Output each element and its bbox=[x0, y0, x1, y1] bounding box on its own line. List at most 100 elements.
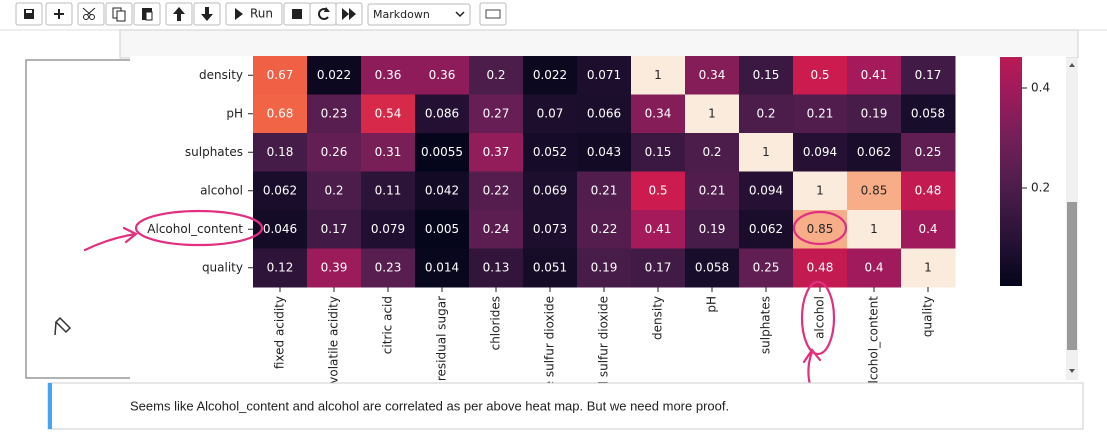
cell-label: 1 bbox=[870, 222, 878, 236]
cell-label: 0.36 bbox=[429, 68, 456, 82]
heatmap-cell bbox=[793, 133, 848, 172]
heatmap-cell bbox=[469, 171, 524, 211]
heatmap-cell bbox=[307, 171, 362, 211]
cell-label: 0.014 bbox=[425, 260, 459, 274]
heatmap-cell bbox=[793, 248, 848, 288]
heatmap-cell bbox=[739, 56, 794, 95]
cell-label: 0.85 bbox=[861, 183, 888, 197]
cell-label: 0.24 bbox=[483, 222, 510, 236]
cell-label: 0.54 bbox=[375, 106, 402, 120]
heatmap-cell bbox=[253, 94, 308, 134]
cell-label: 0.043 bbox=[587, 145, 621, 159]
insert-cell-button[interactable] bbox=[45, 2, 73, 26]
cell-label: 0.15 bbox=[645, 145, 672, 159]
cell-label: 0.079 bbox=[371, 222, 405, 236]
code-cell[interactable] bbox=[119, 29, 1079, 59]
heatmap-cell bbox=[685, 56, 740, 95]
cell-type-select[interactable]: Markdown bbox=[367, 3, 471, 26]
keyboard-button[interactable] bbox=[479, 2, 507, 26]
heatmap-cell bbox=[739, 133, 794, 172]
heatmap-cell bbox=[361, 210, 416, 249]
heatmap-cell bbox=[739, 94, 794, 134]
run-all-button[interactable] bbox=[335, 2, 363, 26]
heatmap-cell bbox=[415, 133, 470, 172]
heatmap-cell bbox=[253, 171, 308, 211]
cell-label: 0.2 bbox=[486, 68, 505, 82]
heatmap-cell bbox=[469, 248, 524, 288]
cell-label: 0.19 bbox=[591, 260, 618, 274]
cell-label: 1 bbox=[708, 106, 716, 120]
heatmap-cell bbox=[523, 210, 578, 249]
heatmap-cell bbox=[307, 210, 362, 249]
heatmap-cell bbox=[847, 210, 902, 249]
heatmap-cell bbox=[307, 56, 362, 95]
column-label: chlorides bbox=[489, 296, 503, 350]
heatmap-cell bbox=[793, 56, 848, 95]
heatmap-cell bbox=[901, 56, 956, 95]
heatmap-cell bbox=[847, 248, 902, 288]
heatmap-cell bbox=[685, 171, 740, 211]
heatmap-cell bbox=[253, 56, 308, 95]
cut-button[interactable] bbox=[77, 2, 105, 26]
paste-button[interactable] bbox=[133, 2, 161, 26]
cell-label: 0.36 bbox=[375, 68, 402, 82]
markdown-cell[interactable] bbox=[47, 382, 1084, 430]
cell-label: 1 bbox=[816, 183, 824, 197]
heatmap-cell bbox=[253, 133, 308, 172]
cell-label: 0.4 bbox=[918, 222, 937, 236]
heatmap-cell bbox=[415, 94, 470, 134]
heatmap-cell bbox=[577, 171, 632, 211]
column-label: volatile acidity bbox=[327, 296, 341, 384]
heatmap-cell bbox=[469, 133, 524, 172]
heatmap-cell bbox=[685, 94, 740, 134]
cell-label: 0.022 bbox=[533, 68, 567, 82]
heatmap-cell bbox=[901, 133, 956, 172]
cell-label: 0.48 bbox=[807, 260, 834, 274]
heatmap-cell bbox=[847, 56, 902, 95]
cell-label: 0.22 bbox=[591, 222, 618, 236]
heatmap-cell bbox=[523, 133, 578, 172]
restart-button[interactable] bbox=[309, 2, 337, 26]
heatmap-cell bbox=[685, 133, 740, 172]
cell-label: 0.062 bbox=[857, 145, 891, 159]
scrollbar-thumb[interactable] bbox=[1067, 202, 1077, 350]
move-down-button[interactable] bbox=[193, 2, 221, 26]
save-button[interactable] bbox=[15, 2, 43, 26]
cell-label: 0.19 bbox=[861, 106, 888, 120]
cell-label: 1 bbox=[654, 68, 662, 82]
heatmap-cell bbox=[307, 133, 362, 172]
heatmap-cell bbox=[415, 56, 470, 95]
stop-button[interactable] bbox=[283, 2, 311, 26]
row-label: quality bbox=[202, 260, 243, 274]
cell-label: 0.67 bbox=[267, 68, 294, 82]
column-label: fixed acidity bbox=[273, 296, 287, 369]
cell-label: 0.23 bbox=[375, 260, 402, 274]
cell-label: 0.13 bbox=[483, 260, 510, 274]
heatmap-cell bbox=[469, 210, 524, 249]
heatmap-cell bbox=[901, 210, 956, 249]
heatmap-cell bbox=[361, 133, 416, 172]
cell-label: 0.85 bbox=[807, 222, 834, 236]
column-label: alcohol bbox=[813, 296, 827, 339]
heatmap-cell bbox=[469, 56, 524, 95]
heatmap-cell bbox=[793, 94, 848, 134]
run-button[interactable]: Run bbox=[225, 2, 283, 26]
cell-label: 0.5 bbox=[648, 183, 667, 197]
column-label: density bbox=[651, 296, 665, 340]
cell-label: 0.051 bbox=[533, 260, 567, 274]
move-up-button[interactable] bbox=[165, 2, 193, 26]
heatmap-cell bbox=[361, 56, 416, 95]
markdown-text: Seems like Alcohol_content and alcohol a… bbox=[130, 398, 729, 413]
heatmap-cell bbox=[577, 56, 632, 95]
column-label: quality bbox=[921, 296, 935, 337]
run-label: Run bbox=[250, 7, 273, 21]
cell-label: 0.069 bbox=[533, 183, 567, 197]
cell-label: 0.094 bbox=[803, 145, 837, 159]
cell-label: 0.0055 bbox=[421, 145, 463, 159]
copy-button[interactable] bbox=[105, 2, 133, 26]
heatmap-cell bbox=[631, 248, 686, 288]
cell-label: 0.21 bbox=[699, 183, 726, 197]
row-label: Alcohol_content bbox=[147, 222, 243, 236]
heatmap-cell bbox=[739, 248, 794, 288]
cell-selection-bar bbox=[48, 383, 52, 429]
